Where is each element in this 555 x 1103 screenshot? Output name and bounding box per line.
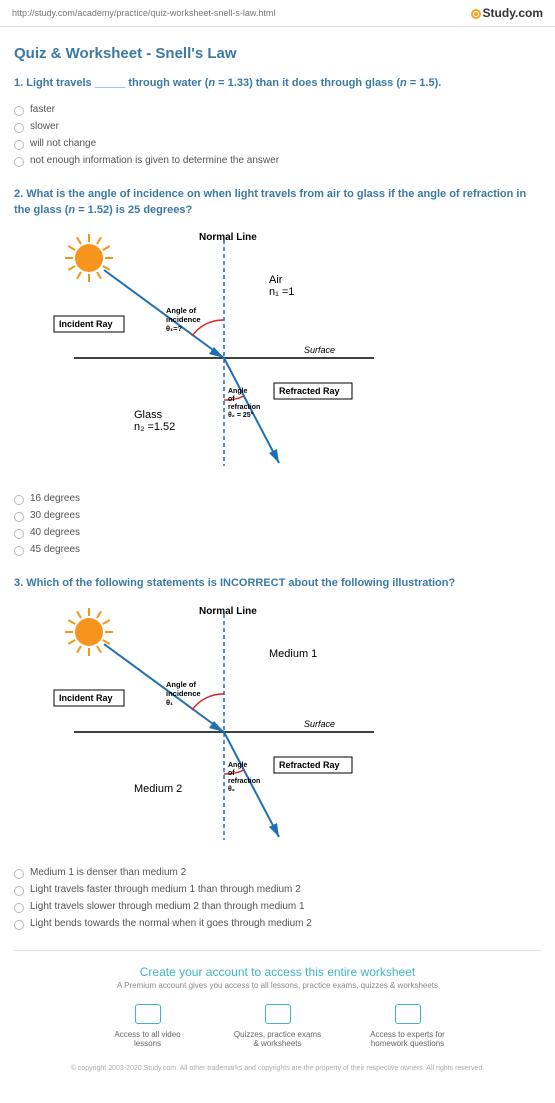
option[interactable]: 40 degrees bbox=[14, 524, 541, 541]
content: Quiz & Worksheet - Snell's Law 1. Light … bbox=[0, 27, 555, 1103]
svg-text:Glass: Glass bbox=[134, 409, 163, 421]
question-text: 2. What is the angle of incidence on whe… bbox=[14, 187, 541, 218]
svg-text:incidence: incidence bbox=[166, 689, 201, 698]
option[interactable]: Light travels slower through medium 2 th… bbox=[14, 898, 541, 915]
svg-text:Air: Air bbox=[269, 274, 283, 286]
cta-title: Create your account to access this entir… bbox=[22, 965, 533, 979]
svg-text:Medium 1: Medium 1 bbox=[269, 648, 317, 660]
svg-text:refraction: refraction bbox=[228, 404, 260, 411]
logo-icon bbox=[471, 9, 481, 19]
option[interactable]: 45 degrees bbox=[14, 541, 541, 558]
svg-text:Normal Line: Normal Line bbox=[199, 606, 257, 617]
cta-label: Access to all video lessons bbox=[103, 1030, 193, 1048]
option[interactable]: 30 degrees bbox=[14, 507, 541, 524]
cta-label: Access to experts for homework questions bbox=[363, 1030, 453, 1048]
svg-text:Angle of: Angle of bbox=[166, 680, 196, 689]
options-list: fasterslowerwill not changenot enough in… bbox=[14, 101, 541, 169]
svg-text:of: of bbox=[228, 770, 235, 777]
cta-item[interactable]: Quizzes, practice exams & worksheets bbox=[233, 1004, 323, 1048]
question: 2. What is the angle of incidence on whe… bbox=[14, 187, 541, 558]
page-title: Quiz & Worksheet - Snell's Law bbox=[14, 45, 541, 62]
option[interactable]: 16 degrees bbox=[14, 490, 541, 507]
cta-item[interactable]: Access to all video lessons bbox=[103, 1004, 193, 1048]
svg-text:Incident Ray: Incident Ray bbox=[59, 693, 113, 703]
svg-text:incidence: incidence bbox=[166, 315, 201, 324]
svg-text:Surface: Surface bbox=[304, 345, 335, 355]
question: 3. Which of the following statements is … bbox=[14, 576, 541, 931]
option[interactable]: Light travels faster through medium 1 th… bbox=[14, 881, 541, 898]
expert-icon bbox=[395, 1004, 421, 1024]
svg-text:n₂ =1.52: n₂ =1.52 bbox=[134, 421, 175, 433]
svg-text:Medium 2: Medium 2 bbox=[134, 783, 182, 795]
svg-text:refraction: refraction bbox=[228, 778, 260, 785]
svg-text:of: of bbox=[228, 396, 235, 403]
svg-text:Incident Ray: Incident Ray bbox=[59, 319, 113, 329]
topbar: http://study.com/academy/practice/quiz-w… bbox=[0, 0, 555, 27]
copyright: © copyright 2003-2020 Study.com. All oth… bbox=[14, 1054, 541, 1083]
svg-text:Angle: Angle bbox=[228, 388, 248, 395]
svg-text:Angle: Angle bbox=[228, 762, 248, 769]
option[interactable]: Light bends towards the normal when it g… bbox=[14, 915, 541, 932]
page-url: http://study.com/academy/practice/quiz-w… bbox=[12, 8, 275, 18]
option[interactable]: faster bbox=[14, 101, 541, 118]
svg-text:θ₂ = 25°: θ₂ = 25° bbox=[228, 411, 254, 419]
cta-subtitle: A Premium account gives you access to al… bbox=[22, 981, 533, 990]
svg-text:θ₂: θ₂ bbox=[228, 786, 235, 793]
svg-text:Refracted Ray: Refracted Ray bbox=[279, 386, 340, 396]
question-text: 3. Which of the following statements is … bbox=[14, 576, 541, 591]
option[interactable]: Medium 1 is denser than medium 2 bbox=[14, 864, 541, 881]
svg-text:Angle of: Angle of bbox=[166, 306, 196, 315]
option[interactable]: will not change bbox=[14, 135, 541, 152]
svg-text:θ₁=?: θ₁=? bbox=[166, 324, 183, 333]
option[interactable]: not enough information is given to deter… bbox=[14, 152, 541, 169]
question-text: 1. Light travels _____ through water (n … bbox=[14, 76, 541, 91]
svg-text:n₁ =1: n₁ =1 bbox=[269, 286, 294, 298]
option[interactable]: slower bbox=[14, 118, 541, 135]
question: 1. Light travels _____ through water (n … bbox=[14, 76, 541, 169]
refraction-diagram: Normal Line Surface Incident Ray Refract… bbox=[44, 228, 541, 478]
options-list: Medium 1 is denser than medium 2Light tr… bbox=[14, 864, 541, 932]
logo-text: Study.com bbox=[483, 6, 543, 20]
cta-label: Quizzes, practice exams & worksheets bbox=[233, 1030, 323, 1048]
svg-text:Normal Line: Normal Line bbox=[199, 232, 257, 243]
quiz-icon bbox=[265, 1004, 291, 1024]
cta-row: Access to all video lessons Quizzes, pra… bbox=[22, 1004, 533, 1048]
site-logo[interactable]: Study.com bbox=[471, 6, 543, 20]
cta-item[interactable]: Access to experts for homework questions bbox=[363, 1004, 453, 1048]
video-icon bbox=[135, 1004, 161, 1024]
refraction-diagram: Normal Line Surface Incident Ray Refract… bbox=[44, 602, 541, 852]
svg-text:Refracted Ray: Refracted Ray bbox=[279, 760, 340, 770]
svg-text:θ₁: θ₁ bbox=[166, 698, 173, 707]
cta-section: Create your account to access this entir… bbox=[14, 950, 541, 1054]
svg-text:Surface: Surface bbox=[304, 719, 335, 729]
options-list: 16 degrees30 degrees40 degrees45 degrees bbox=[14, 490, 541, 558]
